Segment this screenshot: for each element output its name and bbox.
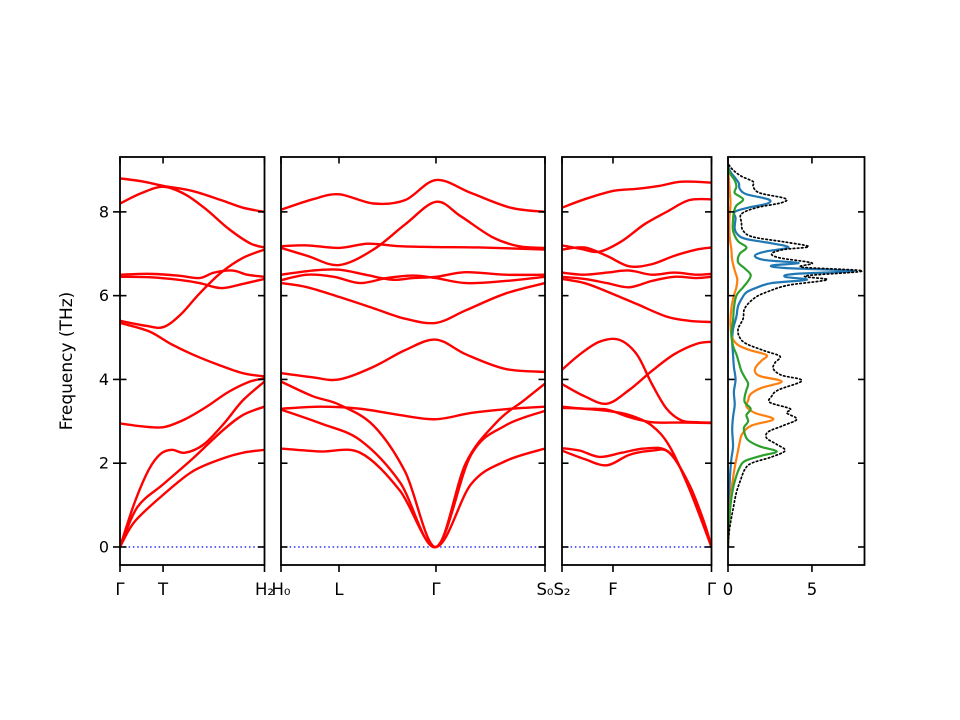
pdos-orange-curve — [728, 168, 783, 549]
band-curve — [562, 337, 712, 424]
x-tick-label: Γ — [431, 580, 441, 599]
band-curve — [562, 275, 712, 289]
x-tick-label: T — [157, 580, 169, 599]
band-curve — [562, 277, 712, 324]
y-axis-label: Frequency (THz) — [57, 292, 77, 431]
band-curve — [562, 180, 712, 209]
band-curve — [120, 269, 265, 280]
total-dos-curve — [728, 162, 864, 548]
band-curve — [562, 246, 712, 269]
band-curve — [281, 408, 545, 549]
x-tick-label: S₀ — [536, 580, 553, 599]
panel-curves — [281, 178, 545, 549]
x-tick-label: H₂ — [255, 580, 274, 599]
y-tick-label: 4 — [99, 370, 109, 389]
band-curve — [120, 275, 265, 290]
y-tick-label: 6 — [99, 286, 109, 305]
y-tick-label: 8 — [99, 202, 109, 221]
x-tick-label: Γ — [707, 580, 717, 599]
band-curve — [120, 321, 265, 378]
y-tick-label: 2 — [99, 454, 109, 473]
band-curve — [281, 380, 545, 549]
band-curve — [281, 281, 545, 325]
band-curve — [120, 448, 265, 549]
band-curve — [281, 447, 545, 549]
band-curve — [281, 242, 545, 251]
band-curve — [562, 197, 712, 254]
band-curve — [281, 273, 545, 285]
band-curve — [562, 269, 712, 276]
band-curve — [120, 380, 265, 549]
band-curve — [120, 177, 265, 214]
panel-bands-h0-l-gamma-s0: H₀ L Γ S₀ — [271, 156, 554, 599]
x-tick-label: Γ — [115, 580, 125, 599]
pdos-blue-curve — [728, 164, 856, 549]
panel-curves — [120, 177, 265, 549]
band-curve — [562, 406, 712, 549]
x-tick-label: 5 — [807, 580, 818, 599]
x-tick-label: 0 — [723, 580, 734, 599]
band-curve — [562, 448, 712, 549]
band-curve — [281, 178, 545, 214]
pdos-green-curve — [728, 166, 778, 549]
panel-bands-gamma-t-h2: 0 2 4 6 8 Γ T H₂ — [99, 156, 274, 599]
band-curve — [562, 446, 712, 549]
band-curve — [120, 377, 265, 429]
panel-spines — [727, 156, 866, 566]
band-curve — [281, 200, 545, 267]
band-curve — [281, 338, 545, 382]
x-tick-label: L — [334, 580, 344, 599]
x-tick-label: H₀ — [271, 580, 290, 599]
panel-bands-s2-f-gamma: S₂ F Γ — [553, 156, 717, 599]
x-tick-label: S₂ — [553, 580, 570, 599]
band-curve — [120, 248, 265, 330]
panel-curves — [562, 180, 712, 549]
band-curve — [281, 405, 545, 421]
band-curve — [120, 185, 265, 249]
band-curve — [281, 268, 545, 282]
panel-spines — [119, 156, 266, 566]
band-curve — [562, 340, 712, 406]
y-tick-label: 0 — [99, 537, 109, 556]
band-curve — [120, 405, 265, 549]
panel-spines — [280, 156, 546, 566]
panel-curves — [728, 162, 864, 549]
x-tick-label: F — [608, 580, 618, 599]
panel-spines — [561, 156, 713, 566]
